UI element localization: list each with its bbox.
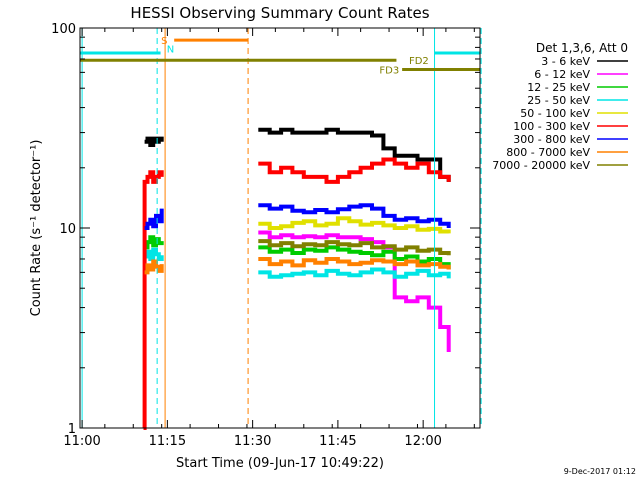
series-line-7-segment-0 — [144, 259, 164, 275]
x-tick-label-2: 11:30 — [234, 434, 271, 449]
flag-label-1: N — [167, 44, 174, 55]
legend-entry-label-1: 6 - 12 keV — [534, 68, 590, 81]
flag-label-3: FD3 — [379, 66, 399, 77]
series-line-3-segment-1 — [258, 267, 451, 279]
y-tick-label-2: 100 — [51, 22, 76, 37]
series-line-2-segment-1 — [258, 245, 451, 270]
series-line-0-segment-0 — [144, 136, 164, 147]
legend-entry-label-4: 50 - 100 keV — [520, 107, 590, 120]
flag-layer: SN FD2 FD3 — [80, 28, 482, 428]
legend-entry-label-8: 7000 - 20000 keV — [492, 159, 590, 172]
axes-layer: 11:00 11:15 11:30 11:45 12:00 1 10 100 — [51, 22, 480, 449]
series-line-4-segment-0 — [258, 216, 451, 234]
x-tick-label-0: 11:00 — [63, 434, 100, 449]
series-line-6-segment-0 — [144, 208, 164, 230]
data-layer — [142, 127, 451, 430]
legend-entry-label-7: 800 - 7000 keV — [506, 146, 590, 159]
series-line-5-segment-1 — [258, 157, 451, 184]
series-line-0-segment-1 — [258, 127, 451, 182]
y-tick-label-1: 10 — [59, 222, 76, 237]
series-line-8-segment-0 — [258, 239, 451, 256]
chart-title: HESSI Observing Summary Count Rates — [130, 4, 429, 22]
x-axis-label: Start Time (09-Jun-17 10:49:22) — [176, 456, 384, 471]
legend-entry-label-3: 25 - 50 keV — [527, 94, 590, 107]
y-tick-label-0: 1 — [68, 422, 76, 437]
series-line-2-segment-0 — [144, 235, 164, 250]
x-tick-label-1: 11:15 — [149, 434, 186, 449]
series-line-7-segment-1 — [258, 257, 451, 270]
y-axis-label: Count Rate (s⁻¹ detector⁻¹) — [29, 140, 44, 317]
flag-label-2: FD2 — [409, 56, 429, 67]
series-line-1-segment-0 — [258, 230, 451, 352]
flag-label-0: S — [161, 36, 167, 47]
x-tick-label-4: 12:00 — [404, 434, 441, 449]
x-tick-label-3: 11:45 — [319, 434, 356, 449]
legend-header: Det 1,3,6, Att 0 — [536, 41, 628, 55]
footer-timestamp: 9-Dec-2017 01:12 — [564, 467, 636, 476]
legend-entry-label-0: 3 - 6 keV — [541, 55, 590, 68]
series-line-6-segment-1 — [258, 203, 451, 228]
legend-entry-label-6: 300 - 800 keV — [513, 133, 590, 146]
series-line-5-segment-0 — [142, 170, 164, 430]
legend-entry-label-2: 12 - 25 keV — [527, 81, 590, 94]
legend-entry-label-5: 100 - 300 keV — [513, 120, 590, 133]
series-line-3-segment-0 — [144, 247, 164, 261]
